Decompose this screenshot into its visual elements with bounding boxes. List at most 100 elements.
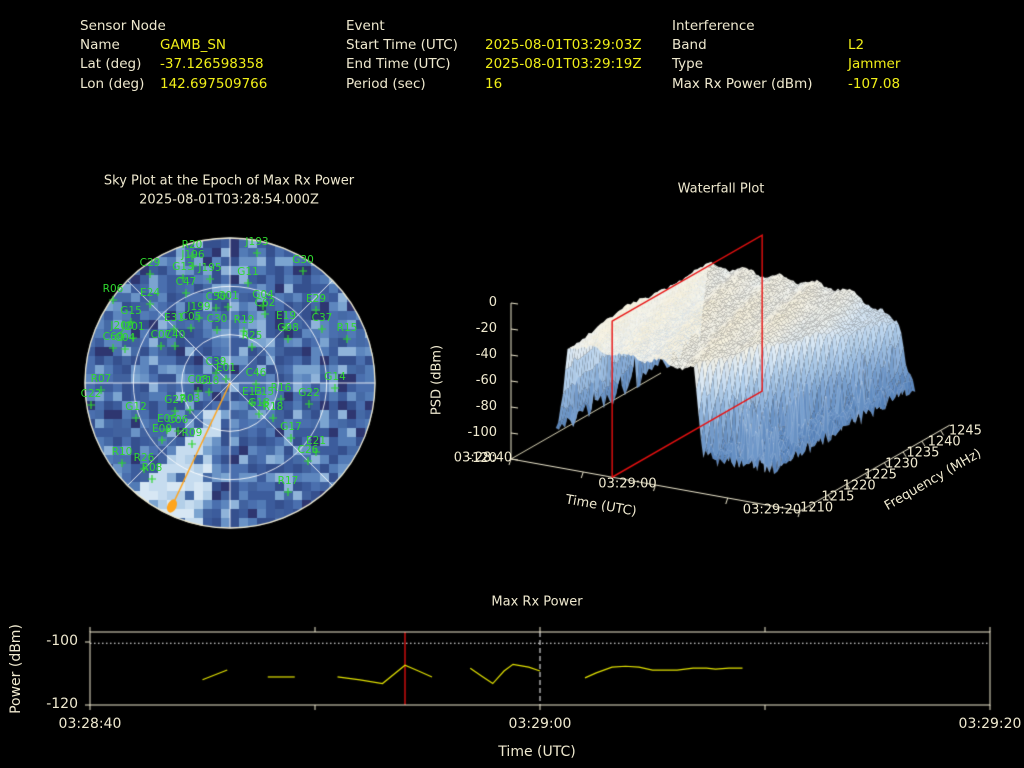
waterfall-z-tick-label: -120: [467, 451, 497, 466]
waterfall-time-tick-label: 03:29:20: [742, 502, 802, 518]
power-x-axis-label: Time (UTC): [498, 744, 576, 760]
satellite-label: E13: [242, 386, 262, 398]
satellite-label: G11: [237, 266, 259, 278]
sky-plot-area[interactable]: [85, 238, 375, 528]
info-row: End Time (UTC) 2025-08-01T03:29:19Z: [346, 56, 642, 75]
satellite-label: C60: [102, 331, 124, 343]
sensor-node-panel-title: Sensor Node: [80, 18, 166, 34]
info-row: Lat (deg) -37.126598358: [80, 56, 267, 75]
satellite-label: C47: [175, 276, 197, 288]
power-x-tick-label: 03:28:40: [58, 716, 122, 732]
event-panel: Event Start Time (UTC) 2025-08-01T03:29:0…: [346, 18, 642, 95]
waterfall-z-tick-label: -20: [475, 321, 497, 336]
power-x-tick-label: 03:29:00: [508, 716, 572, 732]
satellite-label: R19: [233, 314, 255, 326]
satellite-label: E24: [140, 287, 160, 299]
satellite-label: J196: [181, 249, 205, 261]
waterfall-freq-tick-label: 1225: [863, 467, 897, 482]
info-value: 16: [485, 75, 503, 92]
interference-rows: Band L2 Type Jammer Max Rx Power (dBm) -107.0…: [672, 37, 900, 95]
info-value: L2: [848, 37, 865, 53]
satellite-label: R20: [181, 239, 203, 251]
satellite-label: R03: [179, 393, 201, 405]
satellite-label: E29: [306, 293, 326, 305]
sensor-node-rows: Name GAMB_SN Lat (deg) -37.126598358 Lon (de…: [80, 37, 267, 95]
satellite-label: G17: [280, 421, 302, 433]
interference-panel-title: Interference: [672, 18, 755, 34]
info-value: GAMB_SN: [160, 37, 227, 53]
satellite-label: E19: [276, 310, 296, 322]
power-x-tick-label: 03:29:20: [958, 716, 1022, 732]
satellite-label: C40: [164, 329, 186, 341]
power-chart-area[interactable]: [90, 632, 990, 706]
waterfall-plot-area[interactable]: [430, 230, 990, 522]
info-label: Lon (deg): [80, 75, 145, 92]
waterfall-freq-tick-label: 1220: [842, 478, 876, 493]
satellite-label: R10: [111, 446, 133, 458]
waterfall-freq-tick-label: 1240: [927, 434, 961, 449]
info-row: Band L2: [672, 37, 900, 56]
event-rows: Start Time (UTC) 2025-08-01T03:29:03Z End …: [346, 37, 642, 95]
satellite-label: C06: [167, 414, 189, 426]
satellite-label: R15: [336, 322, 358, 334]
info-value: Jammer: [848, 56, 901, 73]
info-label: Period (sec): [346, 75, 426, 92]
satellite-label: R16: [270, 382, 292, 394]
satellite-label: G30: [292, 254, 314, 266]
info-row: Type Jammer: [672, 56, 900, 75]
satellite-label: R08: [141, 462, 163, 474]
satellite-label: G08: [277, 322, 299, 334]
info-row: Period (sec) 16: [346, 76, 642, 95]
waterfall-time-tick-label: 03:29:00: [598, 476, 657, 492]
satellite-label: J201: [121, 321, 145, 333]
waterfall-time-tick-label: 03:28:40: [453, 450, 513, 466]
satellite-label: G14: [324, 371, 346, 383]
satellite-label: G15: [120, 305, 142, 317]
satellite-label: C07: [150, 329, 172, 341]
satellite-label: E06: [157, 413, 177, 425]
power-chart-title: Max Rx Power: [491, 594, 583, 610]
satellite-label: C04: [114, 332, 136, 344]
power-y-tick-label: -120: [46, 696, 78, 712]
satellite-label: C05: [180, 311, 202, 323]
satellite-label: E01: [216, 362, 236, 374]
info-label: Band: [672, 37, 707, 53]
sensor-node-panel: Sensor Node Name GAMB_SN Lat (deg) -37.1265…: [80, 18, 267, 95]
waterfall-freq-tick-label: 1235: [906, 445, 940, 460]
satellite-label: R17: [277, 475, 299, 487]
waterfall-freq-tick-label: 1215: [821, 489, 855, 504]
satellite-label: C26: [297, 444, 319, 456]
satellite-label: C37: [311, 312, 333, 324]
satellite-label: G13: [172, 261, 194, 273]
info-value: 2025-08-01T03:29:19Z: [485, 56, 642, 73]
info-value: 142.697509766: [160, 75, 268, 92]
satellite-label: J195: [198, 262, 222, 274]
waterfall-z-tick-label: -100: [467, 425, 497, 440]
satellite-label: R26: [133, 452, 155, 464]
satellite-label: G01: [217, 290, 239, 302]
info-label: Lat (deg): [80, 56, 142, 73]
satellite-label: R07: [90, 373, 112, 385]
power-y-axis-label: Power (dBm): [8, 624, 24, 714]
waterfall-title: Waterfall Plot: [677, 181, 765, 197]
satellite-label: E31: [164, 312, 184, 324]
info-row: Name GAMB_SN: [80, 37, 267, 56]
satellite-label: C29: [139, 257, 161, 269]
sky-plot-title: Sky Plot at the Epoch of Max Rx Power: [103, 173, 355, 189]
waterfall-freq-tick-label: 1210: [800, 500, 834, 515]
satellite-label: G18: [248, 397, 270, 409]
satellite-label: C46: [245, 367, 267, 379]
satellite-label: R25: [241, 330, 263, 342]
info-value: -37.126598358: [160, 56, 264, 73]
waterfall-freq-tick-label: 1230: [885, 456, 919, 471]
info-label: Max Rx Power (dBm): [672, 75, 813, 92]
info-label: Type: [672, 56, 704, 73]
info-label: End Time (UTC): [346, 56, 451, 73]
waterfall-freq-tick-label: 1245: [948, 423, 982, 438]
info-row: Start Time (UTC) 2025-08-01T03:29:03Z: [346, 37, 642, 56]
satellite-label: J193: [245, 236, 269, 248]
satellite-label: G27: [164, 394, 186, 406]
waterfall-z-tick-label: -40: [475, 347, 497, 362]
satellite-label: C50: [205, 291, 227, 303]
